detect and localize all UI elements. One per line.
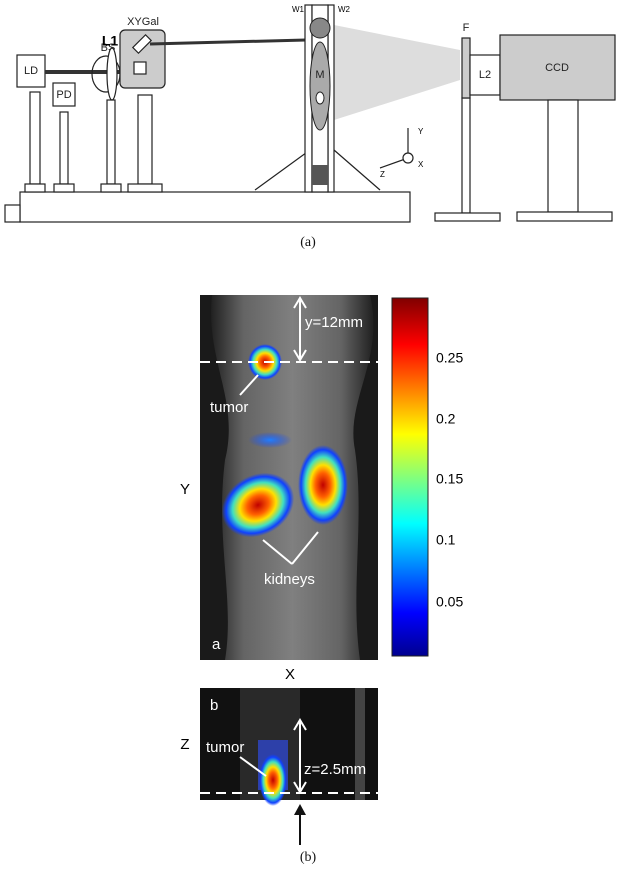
caption: (a) bbox=[300, 235, 316, 250]
label: L1 bbox=[102, 33, 119, 49]
image-a: y=12mm tumor kidneys a Y X bbox=[180, 295, 378, 683]
label: Z bbox=[380, 170, 385, 179]
annotation: b bbox=[210, 697, 218, 714]
annotation: tumor bbox=[206, 739, 244, 756]
label: W1 bbox=[292, 5, 305, 14]
label: XYGal bbox=[127, 16, 159, 28]
label: F bbox=[463, 22, 470, 34]
caption: (b) bbox=[300, 850, 317, 865]
annotation: tumor bbox=[210, 399, 248, 416]
label: X bbox=[418, 160, 424, 169]
label: LD bbox=[24, 65, 38, 77]
colorbar-tick: 0.2 bbox=[436, 411, 456, 427]
colorbar-tick: 0.05 bbox=[436, 594, 463, 610]
figure: LD PD BS L1 XYGal M W1 W2 Y Z X F L2 CCD… bbox=[0, 0, 617, 874]
colorbar-tick: 0.1 bbox=[436, 532, 456, 548]
label: CCD bbox=[545, 62, 569, 74]
axis-label: Y bbox=[180, 481, 190, 498]
image-b: z=2.5mm tumor b Z (b) bbox=[180, 688, 378, 865]
label: M bbox=[315, 69, 324, 81]
colorbar-tick: 0.25 bbox=[436, 350, 463, 366]
setup-diagram: LD PD BS L1 XYGal M W1 W2 Y Z X F L2 CCD… bbox=[5, 5, 615, 250]
colorbar-tick: 0.15 bbox=[436, 471, 463, 487]
annotation: a bbox=[212, 636, 221, 653]
axis-label: X bbox=[285, 666, 295, 683]
label: W2 bbox=[338, 5, 351, 14]
annotation: z=2.5mm bbox=[304, 761, 366, 778]
label: L2 bbox=[479, 69, 491, 81]
label: PD bbox=[56, 89, 71, 101]
annotation: y=12mm bbox=[305, 314, 363, 331]
axis-label: Z bbox=[180, 736, 189, 753]
annotation: kidneys bbox=[264, 571, 315, 588]
colorbar: 0.25 0.2 0.15 0.1 0.05 bbox=[392, 298, 463, 656]
label: Y bbox=[418, 127, 424, 136]
